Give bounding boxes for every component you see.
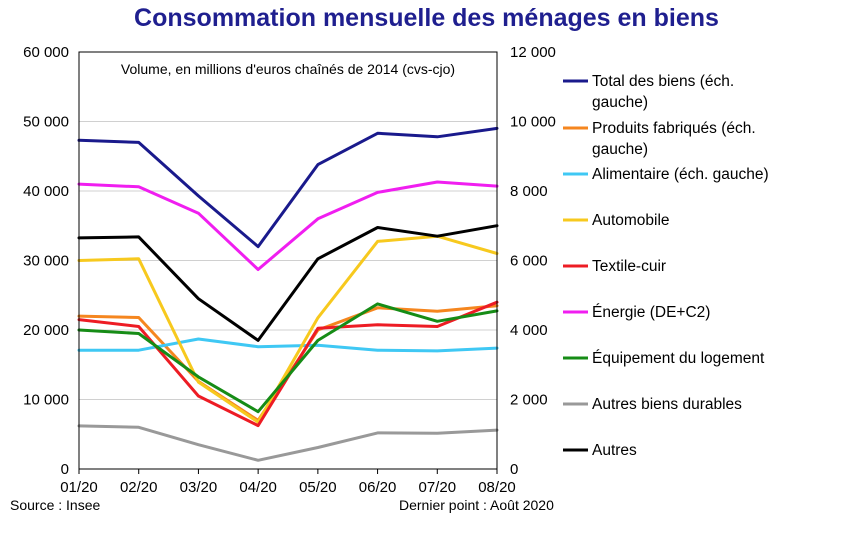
y-right-tick-label: 10 000 bbox=[510, 114, 556, 131]
legend-label: Alimentaire (éch. gauche) bbox=[592, 166, 769, 183]
y-left-tick-label: 40 000 bbox=[23, 183, 69, 200]
legend-label: Produits fabriqués (éch. gauche) bbox=[592, 120, 756, 158]
y-axis-right: 0 2 000 4 000 6 000 8 000 10 000 12 000 bbox=[510, 44, 556, 478]
y-right-tick-label: 0 bbox=[510, 461, 518, 478]
y-left-tick-label: 50 000 bbox=[23, 114, 69, 131]
y-left-tick-label: 60 000 bbox=[23, 44, 69, 61]
y-left-tick-label: 20 000 bbox=[23, 322, 69, 339]
x-tick-label: 07/20 bbox=[419, 479, 457, 496]
series-line bbox=[77, 234, 499, 424]
y-right-tick-label: 8 000 bbox=[510, 183, 548, 200]
series-line bbox=[77, 224, 499, 342]
y-right-tick-label: 6 000 bbox=[510, 253, 548, 270]
last-point-note: Dernier point : Août 2020 bbox=[399, 497, 554, 513]
x-tick-label: 05/20 bbox=[299, 479, 337, 496]
chart-subtitle: Volume, en millions d'euros chaînés de 2… bbox=[121, 61, 455, 77]
y-left-tick-label: 30 000 bbox=[23, 253, 69, 270]
x-tick-label: 03/20 bbox=[180, 479, 218, 496]
x-tick-label: 04/20 bbox=[239, 479, 277, 496]
legend-label: Textile-cuir bbox=[592, 258, 666, 275]
y-right-tick-label: 4 000 bbox=[510, 322, 548, 339]
source-note: Source : Insee bbox=[10, 497, 101, 513]
legend-label: Total des biens (éch. gauche) bbox=[592, 73, 734, 111]
series-line bbox=[77, 424, 499, 462]
legend-label: Équipement du logement bbox=[592, 350, 765, 367]
series-lines bbox=[77, 126, 499, 462]
y-left-tick-label: 10 000 bbox=[23, 392, 69, 409]
legend-label: Énergie (DE+C2) bbox=[592, 304, 710, 321]
series-line bbox=[77, 126, 499, 249]
legend: Total des biens (éch. gauche) Produits fab… bbox=[563, 73, 769, 459]
series-line bbox=[77, 302, 499, 414]
x-tick-label: 01/20 bbox=[60, 479, 98, 496]
x-tick-label: 02/20 bbox=[120, 479, 158, 496]
y-axis-left: 0 10 000 20 000 30 000 40 000 50 000 60 000 bbox=[23, 44, 69, 478]
x-axis: 01/20 02/20 03/20 04/20 05/20 06/20 07/20 08/20 bbox=[60, 469, 516, 496]
gridlines bbox=[79, 121, 497, 400]
series-line bbox=[77, 180, 499, 271]
chart-title: Consommation mensuelle des ménages en bi… bbox=[134, 4, 719, 32]
x-tick-label: 08/20 bbox=[478, 479, 516, 496]
legend-label: Autres bbox=[592, 442, 637, 459]
y-right-tick-label: 2 000 bbox=[510, 392, 548, 409]
plot-frame bbox=[78, 51, 498, 470]
legend-label: Automobile bbox=[592, 212, 670, 229]
y-left-tick-label: 0 bbox=[61, 461, 69, 478]
series-line bbox=[77, 304, 499, 422]
series-line bbox=[77, 337, 499, 353]
x-tick-label: 06/20 bbox=[359, 479, 397, 496]
legend-label: Autres biens durables bbox=[592, 396, 742, 413]
y-right-tick-label: 12 000 bbox=[510, 44, 556, 61]
